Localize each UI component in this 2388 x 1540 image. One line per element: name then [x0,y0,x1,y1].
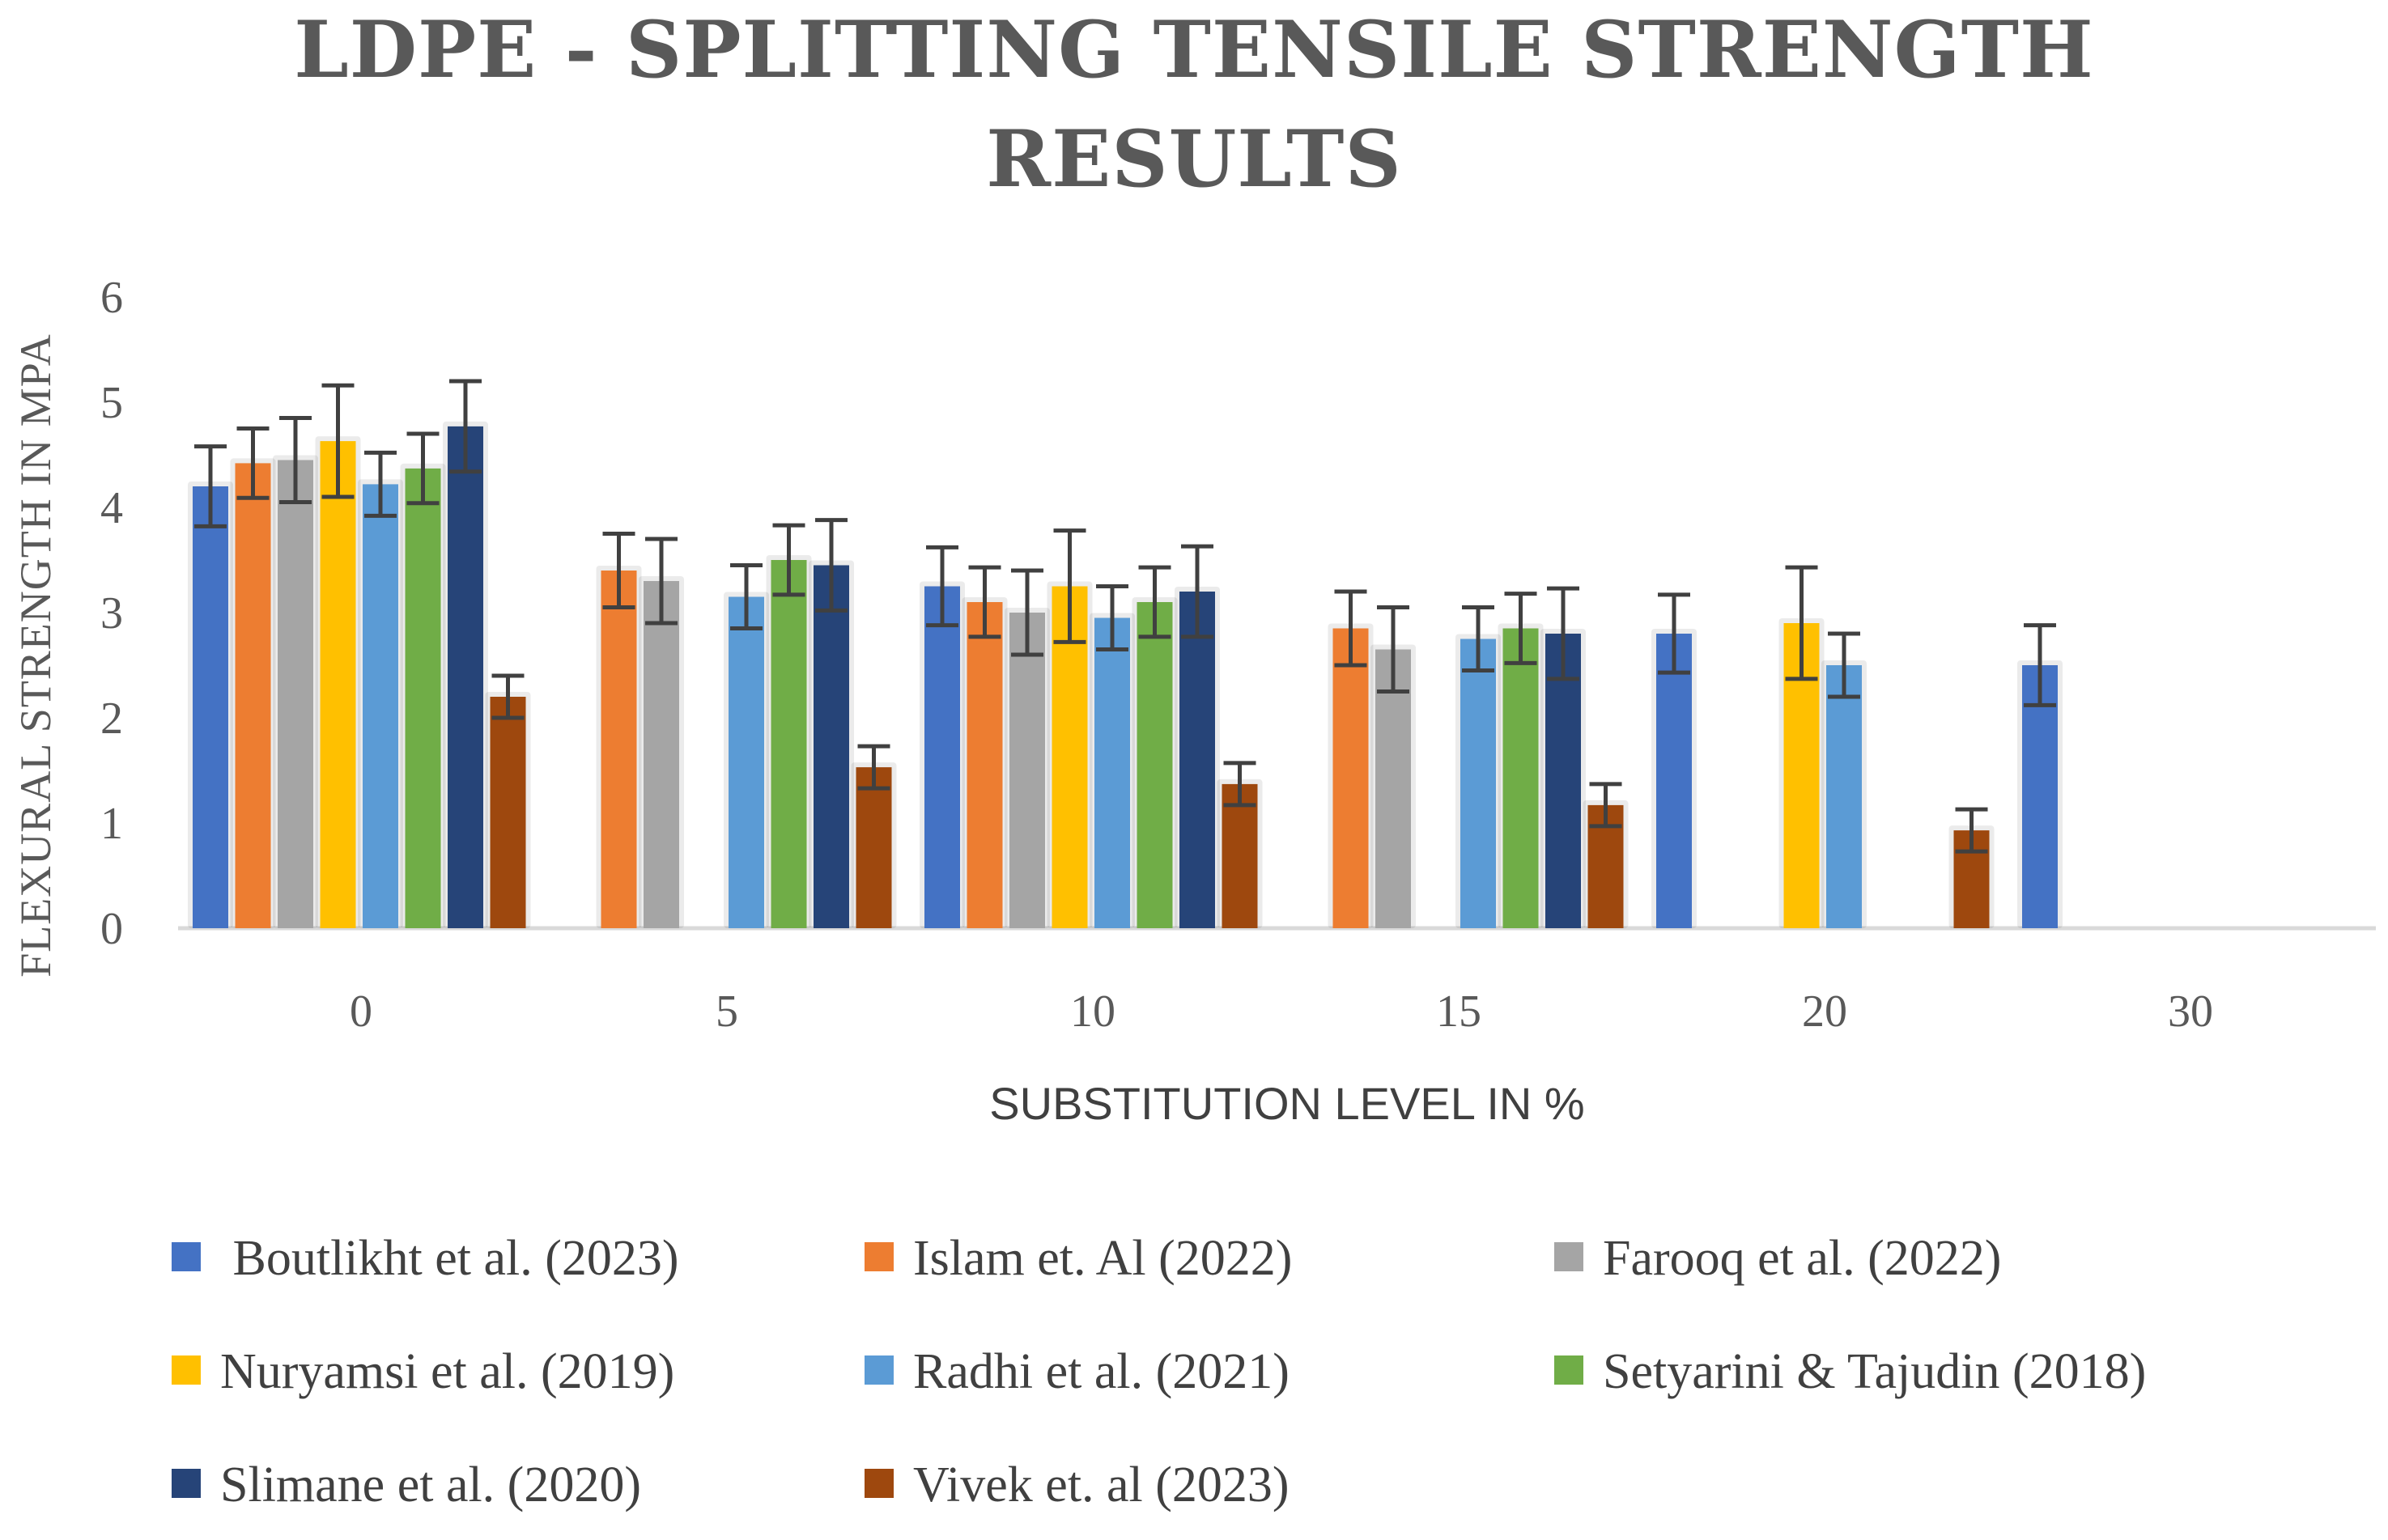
bar-series [188,379,2063,928]
bar [601,571,637,928]
x-tick-label: 30 [2168,986,2213,1037]
chart-title: LDPE - SPLITTING TENSILE STRENGTH RESULT… [294,4,2094,205]
legend-swatch [865,1355,894,1385]
legend-label: Boutlikht et al. (2023) [220,1231,679,1286]
bar [1009,613,1045,928]
legend-swatch [1554,1355,1583,1385]
bar [278,460,313,928]
y-axis-label: FLEXURAL STRENGTH IN MPA [11,333,60,978]
bar [856,767,892,928]
bar [490,697,526,928]
x-tick-label: 0 [350,986,372,1037]
legend-swatch [865,1242,894,1271]
x-tick-label: 5 [716,986,738,1037]
bar [2022,665,2058,928]
legend-swatch [865,1469,894,1498]
y-tick-label: 1 [100,799,123,849]
legend-label: Islam et. Al (2022) [913,1231,1292,1286]
series-0 [188,444,2063,928]
x-tick-label: 15 [1436,986,1481,1037]
bar [1545,634,1581,928]
bar [405,468,441,928]
bar [1137,602,1173,928]
bar [1502,628,1539,928]
y-tick-label: 6 [100,273,123,323]
x-axis-ticks: 0 5 10 15 20 30 [350,986,2213,1037]
bar [1094,617,1130,928]
chart-title-line-2: RESULTS [986,113,1401,205]
bar [1179,592,1215,928]
legend-item: Vivek et. al (2023) [865,1457,1290,1512]
series-6 [443,379,1586,928]
legend-item: Boutlikht et al. (2023) [172,1231,679,1286]
legend-label: Nuryamsi et al. (2019) [220,1344,674,1399]
legend-item: Nuryamsi et al. (2019) [172,1344,674,1399]
series-5 [400,431,1544,928]
bar [814,565,849,928]
legend-item: Slimane et al. (2020) [172,1457,641,1512]
x-axis-label: SUBSTITUTION LEVEL IN % [989,1078,1584,1129]
bar [771,560,807,928]
bar [1332,628,1369,928]
y-tick-label: 0 [100,904,123,954]
legend-label: Vivek et. al (2023) [913,1457,1290,1512]
legend-label: Farooq et al. (2022) [1603,1231,2001,1286]
legend-label: Setyarini & Tajudin (2018) [1603,1344,2146,1399]
y-tick-label: 4 [100,483,123,533]
bar [235,463,271,928]
y-tick-label: 5 [100,378,123,428]
bar [967,602,1003,928]
legend-swatch [172,1469,201,1498]
legend: Boutlikht et al. (2023) Islam et. Al (202… [172,1231,2146,1512]
bar [1656,634,1692,928]
y-tick-label: 2 [100,694,123,744]
x-tick-label: 10 [1070,986,1115,1037]
bar [363,484,398,928]
legend-item: Farooq et al. (2022) [1554,1231,2001,1286]
bar [644,581,679,928]
legend-label: Slimane et al. (2020) [220,1457,641,1512]
bar [1460,638,1496,928]
legend-swatch [172,1242,201,1271]
y-axis-ticks: 0 1 2 3 4 5 6 [100,273,123,954]
legend-swatch [1554,1242,1583,1271]
bar [448,426,483,928]
series-1 [230,426,1374,928]
bar [924,586,960,928]
legend-item: Islam et. Al (2022) [865,1231,1292,1286]
bar [729,596,764,928]
legend-swatch [172,1355,201,1385]
bar [1826,665,1862,928]
bar [1222,783,1258,928]
bar [320,441,356,928]
legend-item: Radhi et al. (2021) [865,1344,1290,1399]
series-2 [273,416,1416,928]
x-tick-label: 20 [1802,986,1847,1037]
series-7 [485,673,1995,928]
legend-label: Radhi et al. (2021) [913,1344,1290,1399]
chart-title-line-1: LDPE - SPLITTING TENSILE STRENGTH [294,4,2094,95]
y-tick-label: 3 [100,588,123,638]
series-4 [358,450,1867,928]
bar [1375,649,1411,928]
legend-item: Setyarini & Tajudin (2018) [1554,1344,2146,1399]
bar [193,486,228,928]
series-3 [315,383,1825,928]
